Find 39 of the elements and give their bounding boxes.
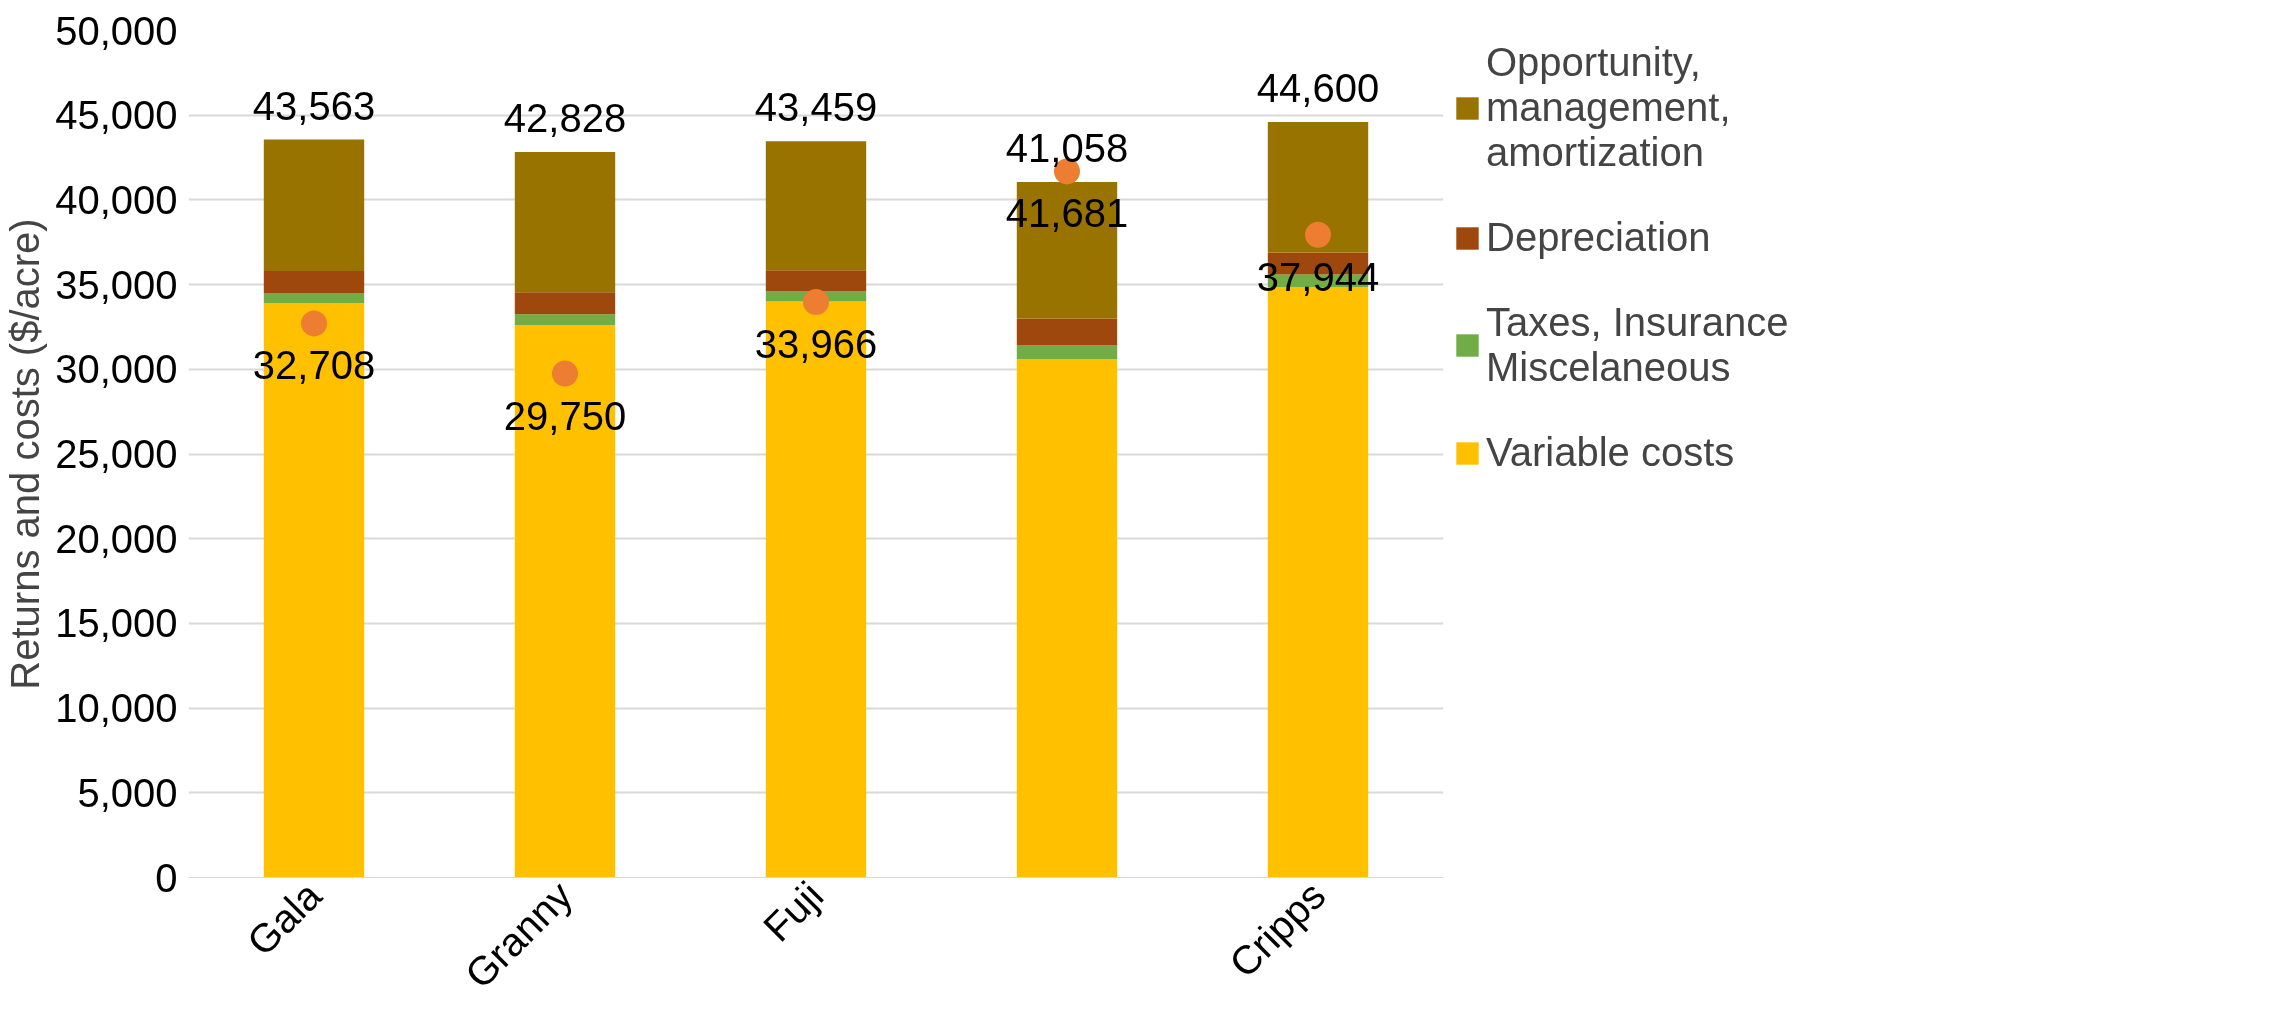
y-tick-label: 35,000 (55, 262, 178, 307)
total-label: 43,459 (754, 85, 878, 130)
legend-label: Opportunity, management, amortization (1486, 40, 1731, 175)
point (301, 310, 327, 337)
y-tick-label: 45,000 (55, 93, 178, 138)
legend-label: Variable costs (1486, 430, 1735, 475)
y-tick-label: 40,000 (55, 177, 178, 222)
y-tick-label: 5,000 (77, 770, 178, 815)
legend-label: Depreciation (1486, 215, 1711, 260)
bar (765, 141, 867, 271)
bar (263, 271, 365, 294)
bar (1016, 359, 1118, 878)
point (803, 289, 829, 316)
y-tick-label: 50,000 (55, 8, 178, 53)
bar (514, 151, 616, 293)
y-tick-label: 30,000 (55, 347, 178, 392)
bar (514, 314, 616, 326)
y-tick-label: 0 (155, 855, 178, 900)
bar (1016, 318, 1118, 346)
point (1305, 221, 1331, 248)
y-tick-label: 20,000 (55, 516, 178, 561)
x-tick-label: Gala (238, 872, 331, 964)
total-label: 44,600 (1256, 65, 1380, 110)
point (552, 360, 578, 387)
total-label: 41,058 (1005, 125, 1129, 170)
total-label: 42,828 (503, 95, 627, 140)
total-label: 43,563 (252, 83, 376, 128)
y-tick-label: 10,000 (55, 686, 178, 731)
bar (1016, 345, 1118, 360)
x-tick-label: Fuji (754, 872, 832, 950)
legend-label: Taxes, Insurance Miscelaneous (1486, 300, 1789, 390)
bar (514, 292, 616, 315)
bar (765, 270, 867, 292)
y-tick-label: 25,000 (55, 432, 178, 476)
y-axis-title: Returns and costs ($/acre) (3, 218, 48, 690)
bar (263, 293, 365, 304)
y-tick-label: 15,000 (55, 601, 178, 646)
bar (1267, 121, 1369, 253)
bar (263, 139, 365, 272)
